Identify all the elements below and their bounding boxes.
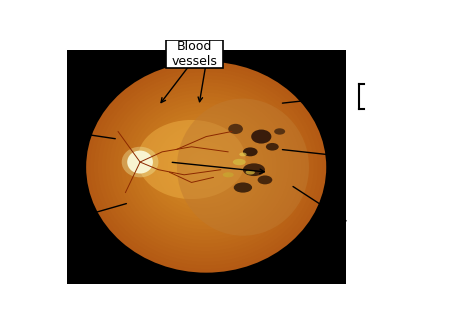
Ellipse shape [228,124,243,134]
Ellipse shape [125,96,285,237]
Ellipse shape [243,147,258,156]
Ellipse shape [140,110,268,222]
Ellipse shape [113,86,297,248]
Ellipse shape [239,153,246,156]
Ellipse shape [179,144,227,186]
Ellipse shape [251,129,272,144]
Ellipse shape [122,147,158,177]
Ellipse shape [98,72,314,262]
Ellipse shape [172,137,236,193]
Ellipse shape [246,170,255,174]
FancyBboxPatch shape [166,40,223,68]
Ellipse shape [199,161,207,168]
Ellipse shape [258,175,272,184]
Ellipse shape [133,103,277,229]
Ellipse shape [160,127,248,204]
Bar [66,50,346,284]
Ellipse shape [164,130,244,201]
Ellipse shape [233,159,246,165]
Ellipse shape [177,99,309,236]
Ellipse shape [234,182,252,193]
Ellipse shape [195,158,211,172]
Ellipse shape [152,120,256,212]
Ellipse shape [187,151,219,179]
Ellipse shape [137,106,273,226]
Ellipse shape [90,65,322,269]
Text: Blood
vessels: Blood vessels [171,40,217,68]
Ellipse shape [266,143,279,151]
Ellipse shape [94,69,318,265]
Ellipse shape [274,128,285,135]
Ellipse shape [168,134,240,197]
Ellipse shape [121,93,289,240]
Ellipse shape [127,151,153,173]
Ellipse shape [183,147,223,183]
Ellipse shape [191,154,215,175]
Ellipse shape [175,141,231,190]
Ellipse shape [106,79,306,255]
Ellipse shape [223,172,234,177]
Ellipse shape [144,113,264,219]
Ellipse shape [117,89,293,244]
Ellipse shape [148,117,260,215]
Ellipse shape [137,120,246,199]
Ellipse shape [109,82,301,251]
Ellipse shape [243,163,265,176]
Ellipse shape [129,99,281,233]
Ellipse shape [156,123,252,208]
Ellipse shape [101,75,310,258]
Ellipse shape [86,62,326,273]
